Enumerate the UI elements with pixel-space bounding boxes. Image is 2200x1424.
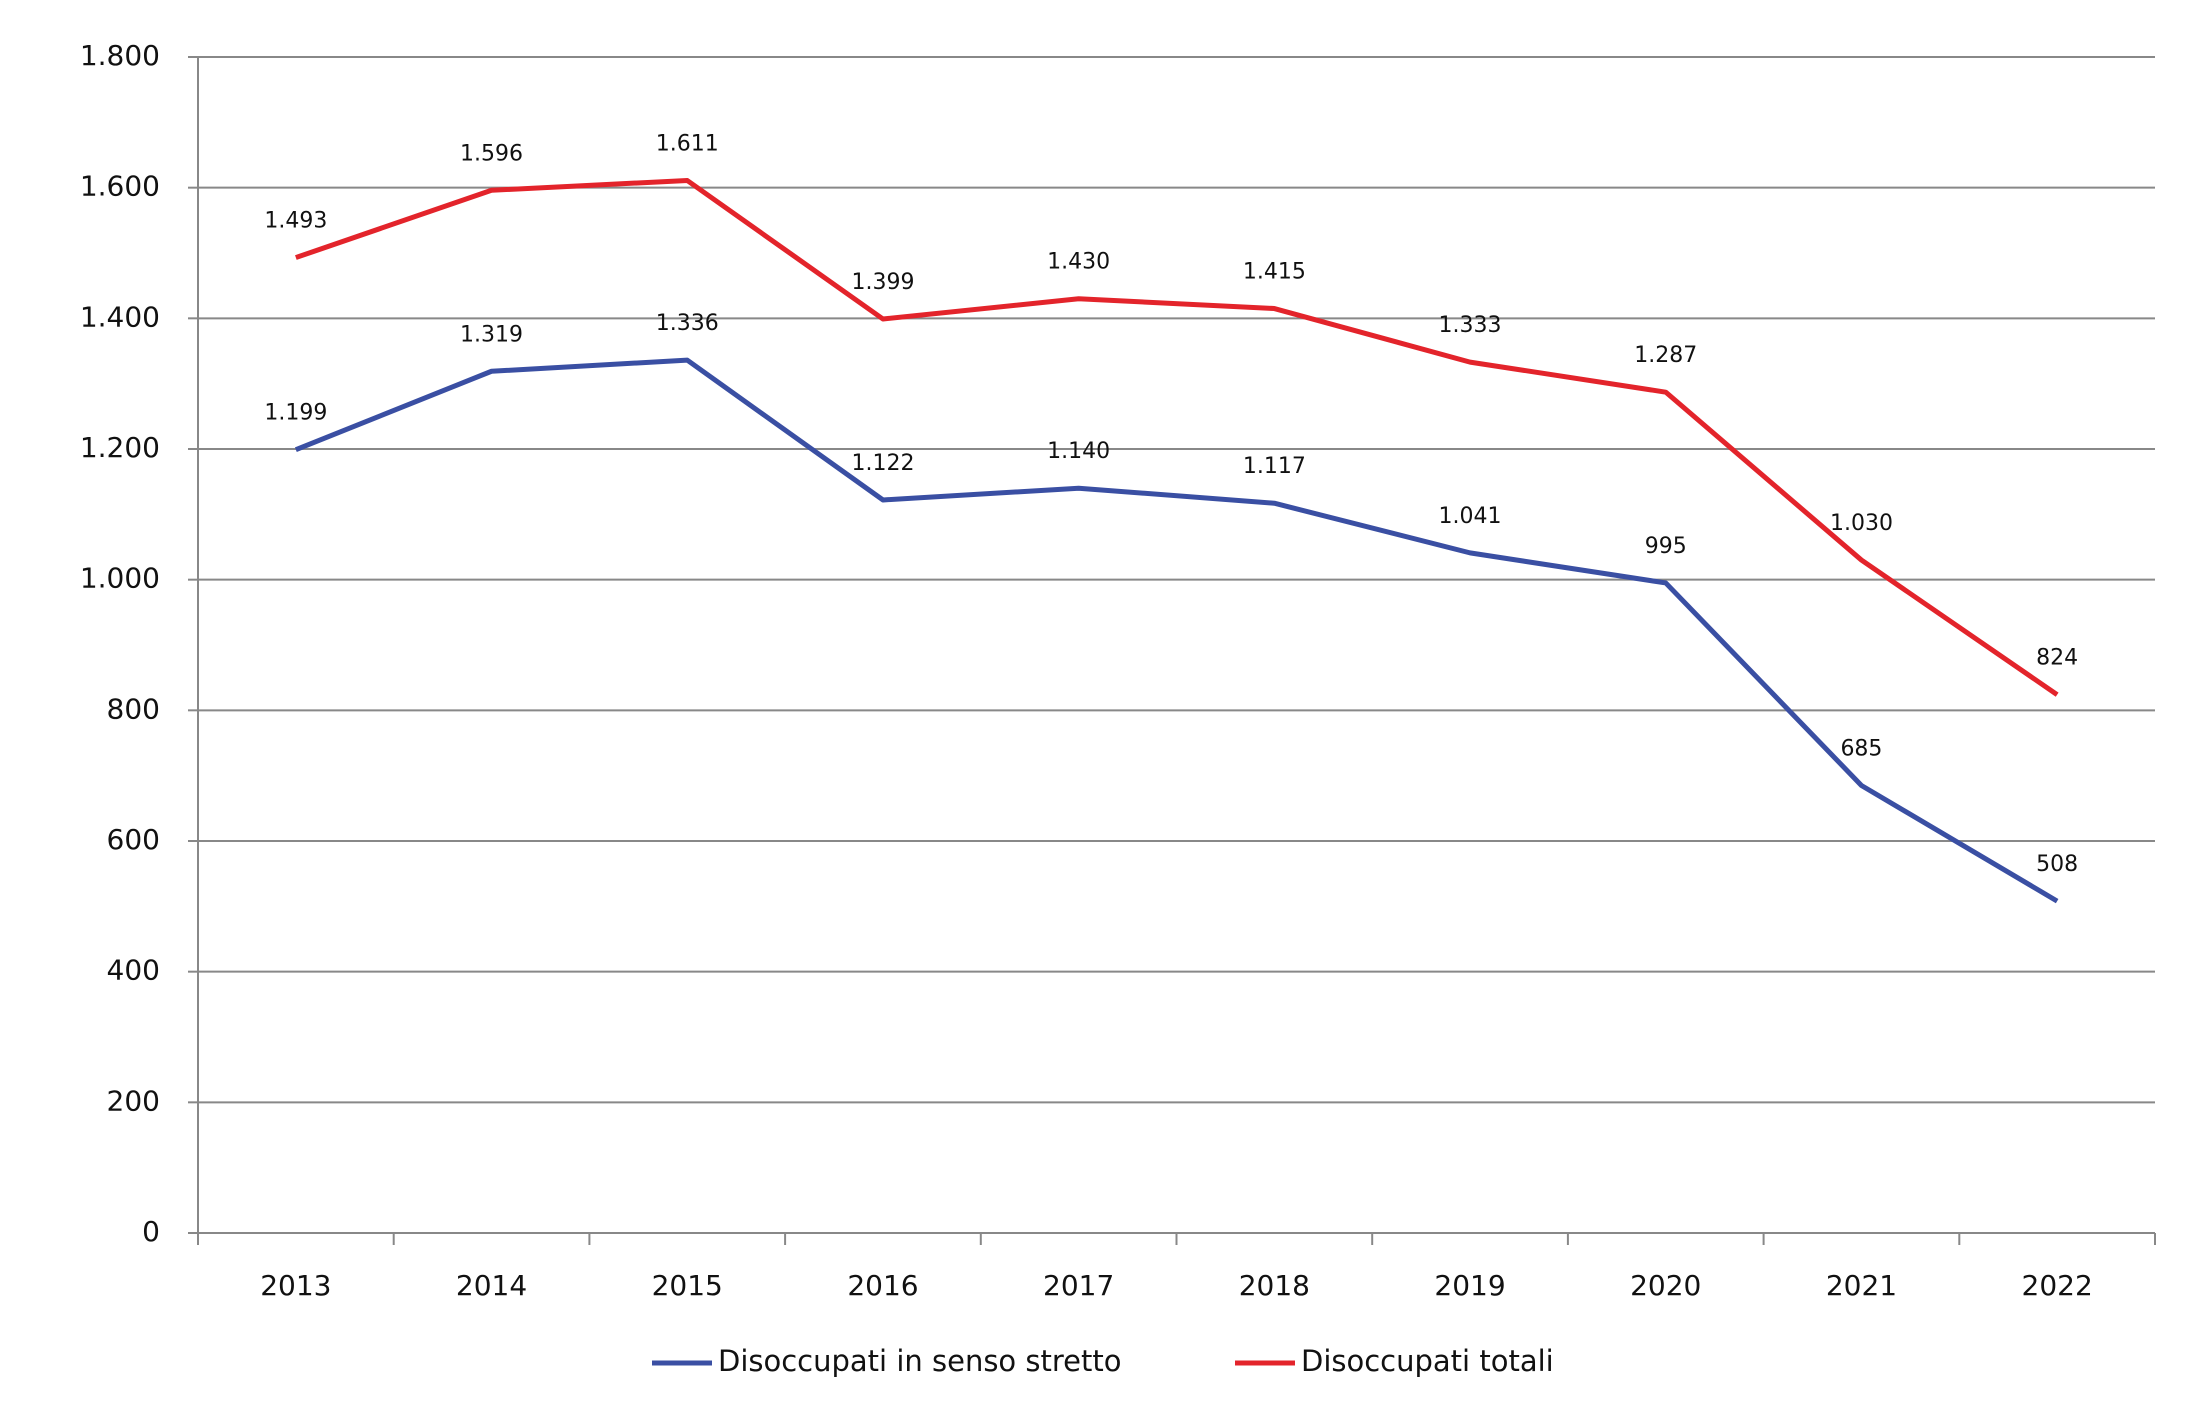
x-tick-label: 2014 (456, 1269, 527, 1302)
x-tick-label: 2018 (1239, 1269, 1310, 1302)
x-tick-label: 2015 (652, 1269, 723, 1302)
data-label: 1.122 (851, 451, 914, 476)
y-tick-label: 1.800 (80, 39, 160, 72)
data-label: 508 (2036, 852, 2078, 877)
x-tick-label: 2016 (847, 1269, 918, 1302)
data-label: 1.319 (460, 322, 523, 347)
x-tick-label: 2017 (1043, 1269, 1114, 1302)
data-label: 1.415 (1243, 260, 1306, 285)
x-tick-label: 2019 (1434, 1269, 1505, 1302)
data-label: 1.030 (1830, 511, 1893, 536)
y-tick-label: 400 (107, 954, 160, 987)
legend-label: Disoccupati totali (1301, 1344, 1554, 1378)
data-label: 995 (1645, 534, 1687, 559)
data-label: 1.493 (264, 209, 327, 234)
series-line (295, 177, 2059, 697)
data-label: 1.117 (1243, 454, 1306, 479)
data-label: 1.140 (1047, 439, 1110, 464)
y-tick-label: 1.400 (80, 300, 160, 333)
y-tick-label: 600 (107, 823, 160, 856)
data-label: 1.333 (1439, 313, 1502, 338)
data-label: 1.596 (460, 141, 523, 166)
x-tick-label: 2013 (260, 1269, 331, 1302)
y-tick-label: 1.600 (80, 170, 160, 203)
series-line (294, 357, 2059, 904)
y-tick-label: 1.200 (80, 431, 160, 464)
y-tick-label: 0 (142, 1215, 160, 1248)
legend-label: Disoccupati in senso stretto (718, 1344, 1121, 1378)
data-label: 1.336 (656, 311, 719, 336)
x-tick-label: 2020 (1630, 1269, 1701, 1302)
y-tick-label: 200 (107, 1084, 160, 1117)
data-label: 1.199 (264, 401, 327, 426)
data-label: 685 (1840, 736, 1882, 761)
y-tick-label: 1.000 (80, 562, 160, 595)
y-tick-label: 800 (107, 692, 160, 725)
data-label: 1.430 (1047, 250, 1110, 275)
data-label: 1.611 (656, 131, 719, 156)
x-tick-label: 2021 (1826, 1269, 1897, 1302)
data-label: 824 (2036, 646, 2078, 671)
data-label: 1.287 (1634, 343, 1697, 368)
x-tick-label: 2022 (2022, 1269, 2093, 1302)
data-label: 1.399 (851, 270, 914, 295)
data-label: 1.041 (1439, 504, 1502, 529)
